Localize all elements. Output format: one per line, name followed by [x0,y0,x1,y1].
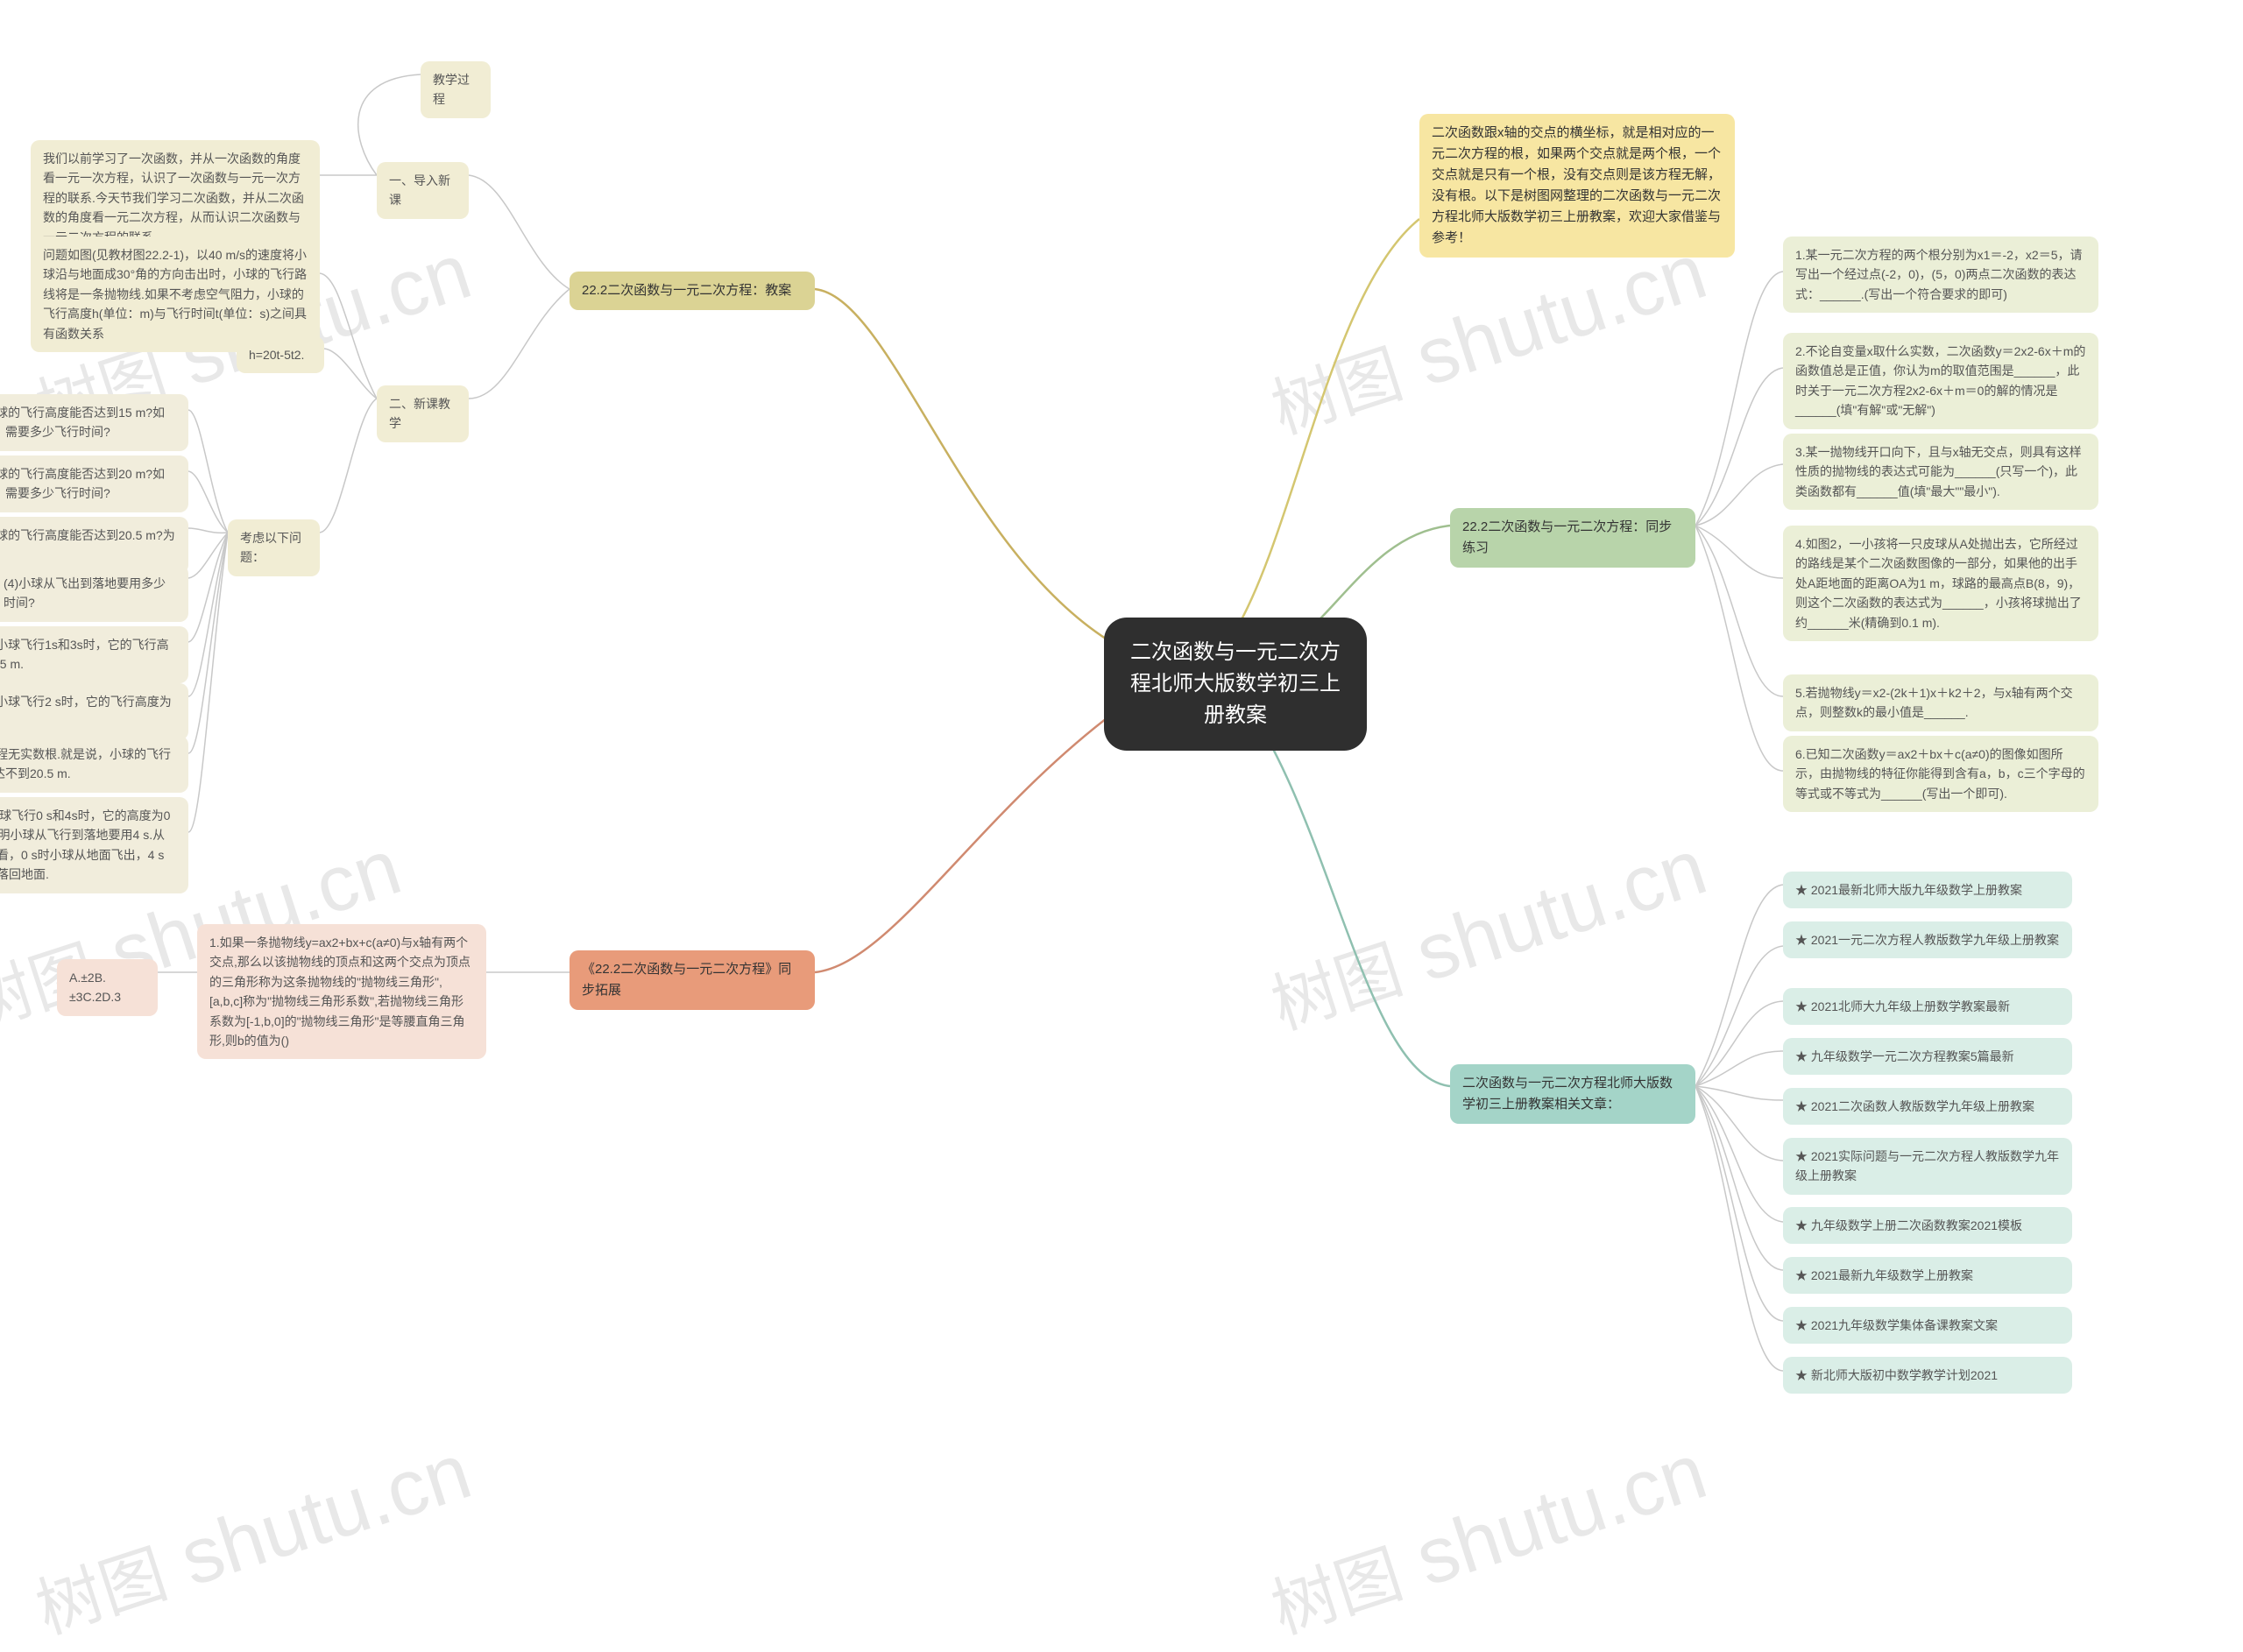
khaki-a2-text: (2)当小球飞行2 s时，它的飞行高度为20 m. [0,695,172,728]
teal-leaf-1-text: ★ 2021最新北师大版九年级数学上册教案 [1795,883,2022,897]
green-leaf-6-text: 6.已知二次函数y＝ax2＋bx＋c(a≠0)的图像如图所示，由抛物线的特征你能… [1795,747,2085,801]
green-leaf-3: 3.某一抛物线开口向下，且与x轴无交点，则具有这样性质的抛物线的表达式可能为__… [1783,434,2098,510]
khaki-q2: (2)小球的飞行高度能否达到20 m?如果能，需要多少飞行时间? [0,455,188,512]
teal-leaf-8-text: ★ 2021最新九年级数学上册教案 [1795,1268,1973,1282]
khaki-a1-text: (1)当小球飞行1s和3s时，它的飞行高度为15 m. [0,638,169,671]
branch-orange: 《22.2二次函数与一元二次方程》同步拓展 [570,950,815,1010]
khaki-sub1-top: 教学过程 [421,61,491,118]
teal-leaf-5-text: ★ 2021二次函数人教版数学九年级上册教案 [1795,1099,2034,1113]
watermark: 树图 shutu.cn [1258,817,1717,1048]
khaki-sub2: 二、新课教学 [377,385,469,442]
khaki-sub1-text: 一、导入新课 [389,173,450,207]
green-leaf-5: 5.若抛物线y＝x2-(2k＋1)x＋k2＋2，与x轴有两个交点，则整数k的最小… [1783,674,2098,731]
branch-green-title: 22.2二次函数与一元二次方程：同步练习 [1462,519,1672,555]
intro-text: 二次函数跟x轴的交点的横坐标，就是相对应的一元二次方程的根，如果两个交点就是两个… [1432,125,1721,245]
khaki-problem: 问题如图(见教材图22.2-1)，以40 m/s的速度将小球沿与地面成30°角的… [31,237,320,352]
khaki-sub1: 一、导入新课 [377,162,469,219]
green-leaf-4: 4.如图2，一小孩将一只皮球从A处抛出去，它所经过的路线是某个二次函数图像的一部… [1783,526,2098,641]
teal-leaf-3-text: ★ 2021北师大九年级上册数学教案最新 [1795,999,2010,1013]
khaki-sub2-text: 二、新课教学 [389,397,450,430]
khaki-a4-text: (4)当小球飞行0 s和4s时，它的高度为0 m.这表明小球从飞行到落地要用4 … [0,808,170,881]
green-leaf-1-text: 1.某一元二次方程的两个根分别为x1＝-2，x2＝5，请写出一个经过点(-2，0… [1795,248,2082,301]
khaki-sub1-top-text: 教学过程 [433,73,470,106]
khaki-a3-text: (3)方程无实数根.就是说，小球的飞行高度达不到20.5 m. [0,747,171,780]
branch-teal: 二次函数与一元二次方程北师大版数学初三上册教案相关文章： [1450,1064,1695,1124]
teal-leaf-3[interactable]: ★ 2021北师大九年级上册数学教案最新 [1783,988,2072,1025]
khaki-a3: (3)方程无实数根.就是说，小球的飞行高度达不到20.5 m. [0,736,188,793]
teal-leaf-9[interactable]: ★ 2021九年级数学集体备课教案文案 [1783,1307,2072,1344]
khaki-q4-text: (4)小球从飞出到落地要用多少时间? [4,576,166,610]
green-leaf-3-text: 3.某一抛物线开口向下，且与x轴无交点，则具有这样性质的抛物线的表达式可能为__… [1795,445,2082,498]
green-leaf-5-text: 5.若抛物线y＝x2-(2k＋1)x＋k2＋2，与x轴有两个交点，则整数k的最小… [1795,686,2073,719]
teal-leaf-10[interactable]: ★ 新北师大版初中数学教学计划2021 [1783,1357,2072,1394]
khaki-a1: (1)当小球飞行1s和3s时，它的飞行高度为15 m. [0,626,188,683]
orange-leaf-text: 1.如果一条抛物线y=ax2+bx+c(a≠0)与x轴有两个交点,那么以该抛物线… [209,935,471,1048]
green-leaf-1: 1.某一元二次方程的两个根分别为x1＝-2，x2＝5，请写出一个经过点(-2，0… [1783,237,2098,313]
khaki-qlabel-text: 考虑以下问题： [240,531,301,564]
branch-teal-title: 二次函数与一元二次方程北师大版数学初三上册教案相关文章： [1462,1076,1673,1112]
khaki-a2: (2)当小球飞行2 s时，它的飞行高度为20 m. [0,683,188,740]
watermark: 树图 shutu.cn [1258,1422,1717,1652]
khaki-a4: (4)当小球飞行0 s和4s时，它的高度为0 m.这表明小球从飞行到落地要用4 … [0,797,188,893]
center-node: 二次函数与一元二次方程北师大版数学初三上册教案 [1104,618,1367,751]
teal-leaf-7[interactable]: ★ 九年级数学上册二次函数教案2021模板 [1783,1207,2072,1244]
orange-answer: A.±2B.±3C.2D.3 [57,959,158,1016]
green-leaf-4-text: 4.如图2，一小孩将一只皮球从A处抛出去，它所经过的路线是某个二次函数图像的一部… [1795,537,2082,630]
branch-green: 22.2二次函数与一元二次方程：同步练习 [1450,508,1695,568]
khaki-qlabel: 考虑以下问题： [228,519,320,576]
center-title: 二次函数与一元二次方程北师大版数学初三上册教案 [1130,640,1341,727]
intro-node: 二次函数跟x轴的交点的横坐标，就是相对应的一元二次方程的根，如果两个交点就是两个… [1419,114,1735,258]
teal-leaf-2-text: ★ 2021一元二次方程人教版数学九年级上册教案 [1795,933,2059,947]
teal-leaf-10-text: ★ 新北师大版初中数学教学计划2021 [1795,1368,1998,1382]
watermark: 树图 shutu.cn [23,1422,482,1652]
khaki-problem-text: 问题如图(见教材图22.2-1)，以40 m/s的速度将小球沿与地面成30°角的… [43,248,307,341]
green-leaf-6: 6.已知二次函数y＝ax2＋bx＋c(a≠0)的图像如图所示，由抛物线的特征你能… [1783,736,2098,812]
orange-answer-text: A.±2B.±3C.2D.3 [69,971,121,1004]
khaki-q1: (1)小球的飞行高度能否达到15 m?如果能，需要多少飞行时间? [0,394,188,451]
branch-khaki-title: 22.2二次函数与一元二次方程：教案 [582,283,791,298]
teal-leaf-1[interactable]: ★ 2021最新北师大版九年级数学上册教案 [1783,872,2072,908]
teal-leaf-5[interactable]: ★ 2021二次函数人教版数学九年级上册教案 [1783,1088,2072,1125]
khaki-sub1-leaf-text: 我们以前学习了一次函数，并从一次函数的角度看一元一次方程，认识了一次函数与一元一… [43,152,304,244]
khaki-q1-text: (1)小球的飞行高度能否达到15 m?如果能，需要多少飞行时间? [0,406,165,439]
teal-leaf-2[interactable]: ★ 2021一元二次方程人教版数学九年级上册教案 [1783,921,2072,958]
khaki-q2-text: (2)小球的飞行高度能否达到20 m?如果能，需要多少飞行时间? [0,467,165,500]
green-leaf-2: 2.不论自变量x取什么实数，二次函数y＝2x2-6x＋m的函数值总是正值，你认为… [1783,333,2098,429]
teal-leaf-6[interactable]: ★ 2021实际问题与一元二次方程人教版数学九年级上册教案 [1783,1138,2072,1195]
branch-khaki: 22.2二次函数与一元二次方程：教案 [570,272,815,310]
orange-leaf: 1.如果一条抛物线y=ax2+bx+c(a≠0)与x轴有两个交点,那么以该抛物线… [197,924,486,1059]
green-leaf-2-text: 2.不论自变量x取什么实数，二次函数y＝2x2-6x＋m的函数值总是正值，你认为… [1795,344,2085,417]
teal-leaf-7-text: ★ 九年级数学上册二次函数教案2021模板 [1795,1218,2022,1232]
teal-leaf-9-text: ★ 2021九年级数学集体备课教案文案 [1795,1318,1998,1332]
teal-leaf-6-text: ★ 2021实际问题与一元二次方程人教版数学九年级上册教案 [1795,1149,2059,1183]
branch-orange-title: 《22.2二次函数与一元二次方程》同步拓展 [582,962,791,998]
khaki-q3-text: (3)小球的飞行高度能否达到20.5 m?为什么? [0,528,175,561]
teal-leaf-8[interactable]: ★ 2021最新九年级数学上册教案 [1783,1257,2072,1294]
khaki-eq-text: h=20t-5t2. [249,348,304,362]
teal-leaf-4-text: ★ 九年级数学一元二次方程教案5篇最新 [1795,1049,2014,1063]
khaki-q4: (4)小球从飞出到落地要用多少时间? [0,565,188,622]
khaki-eq: h=20t-5t2. [237,336,324,373]
teal-leaf-4[interactable]: ★ 九年级数学一元二次方程教案5篇最新 [1783,1038,2072,1075]
